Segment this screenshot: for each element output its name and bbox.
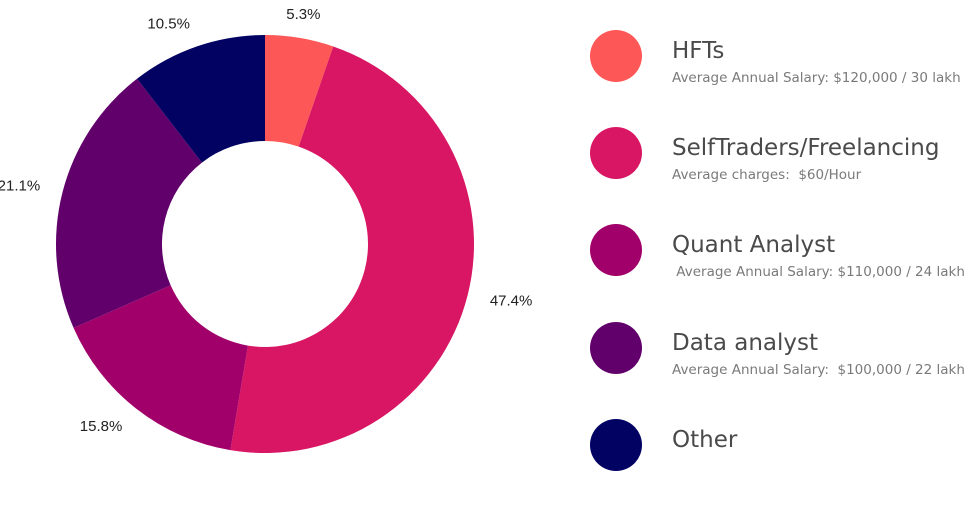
slice-label-other: 10.5% [147,15,190,32]
slice-hfts [265,35,334,147]
legend-subtitle-quant-analyst: Average Annual Salary: $110,000 / 24 lak… [672,264,965,281]
legend-swatch-hfts [590,30,642,82]
legend-item-quant-analyst: Quant Analyst Average Annual Salary: $11… [590,224,977,321]
slice-label-quant-analyst: 15.8% [80,418,123,435]
legend-swatch-other [590,418,642,471]
legend-subtitle-data-analyst: Average Annual Salary: $100,000 / 22 lak… [672,361,965,378]
donut-chart: 5.3% 47.4% 15.8% 21.1% 10.5% [0,6,533,453]
legend-title-other: Other [672,426,738,453]
slice-label-selftraders-freelancing: 47.4% [490,292,533,309]
legend-swatch-data-analyst [590,321,642,374]
legend-item-other: Other [590,418,977,516]
legend-title-data-analyst: Data analyst [672,329,818,356]
legend-item-hfts: HFTs Average Annual Salary: $120,000 / 3… [590,30,977,127]
legend-title-quant-analyst: Quant Analyst [672,232,836,259]
legend-item-selftraders: SelfTraders/Freelancing Average charges:… [590,127,977,224]
legend-title-selftraders: SelfTraders/Freelancing [672,135,940,162]
slice-other [137,35,265,163]
slice-data-analyst [55,78,202,328]
legend-title-hfts: HFTs [672,38,725,64]
legend-subtitle-hfts: Average Annual Salary: $120,000 / 30 lak… [672,70,961,86]
slice-label-hfts: 5.3% [286,6,320,23]
legend-swatch-selftraders [590,127,642,180]
legend-swatch-quant-analyst [590,224,642,277]
legend-subtitle-selftraders: Average charges: $60/Hour [672,167,862,184]
legend: HFTs Average Annual Salary: $120,000 / 3… [590,30,977,516]
slice-quant-analyst [73,285,248,451]
slice-label-data-analyst: 21.1% [0,178,40,195]
slice-selftraders-freelancing [230,46,474,453]
legend-item-data-analyst: Data analyst Average Annual Salary: $100… [590,321,977,419]
